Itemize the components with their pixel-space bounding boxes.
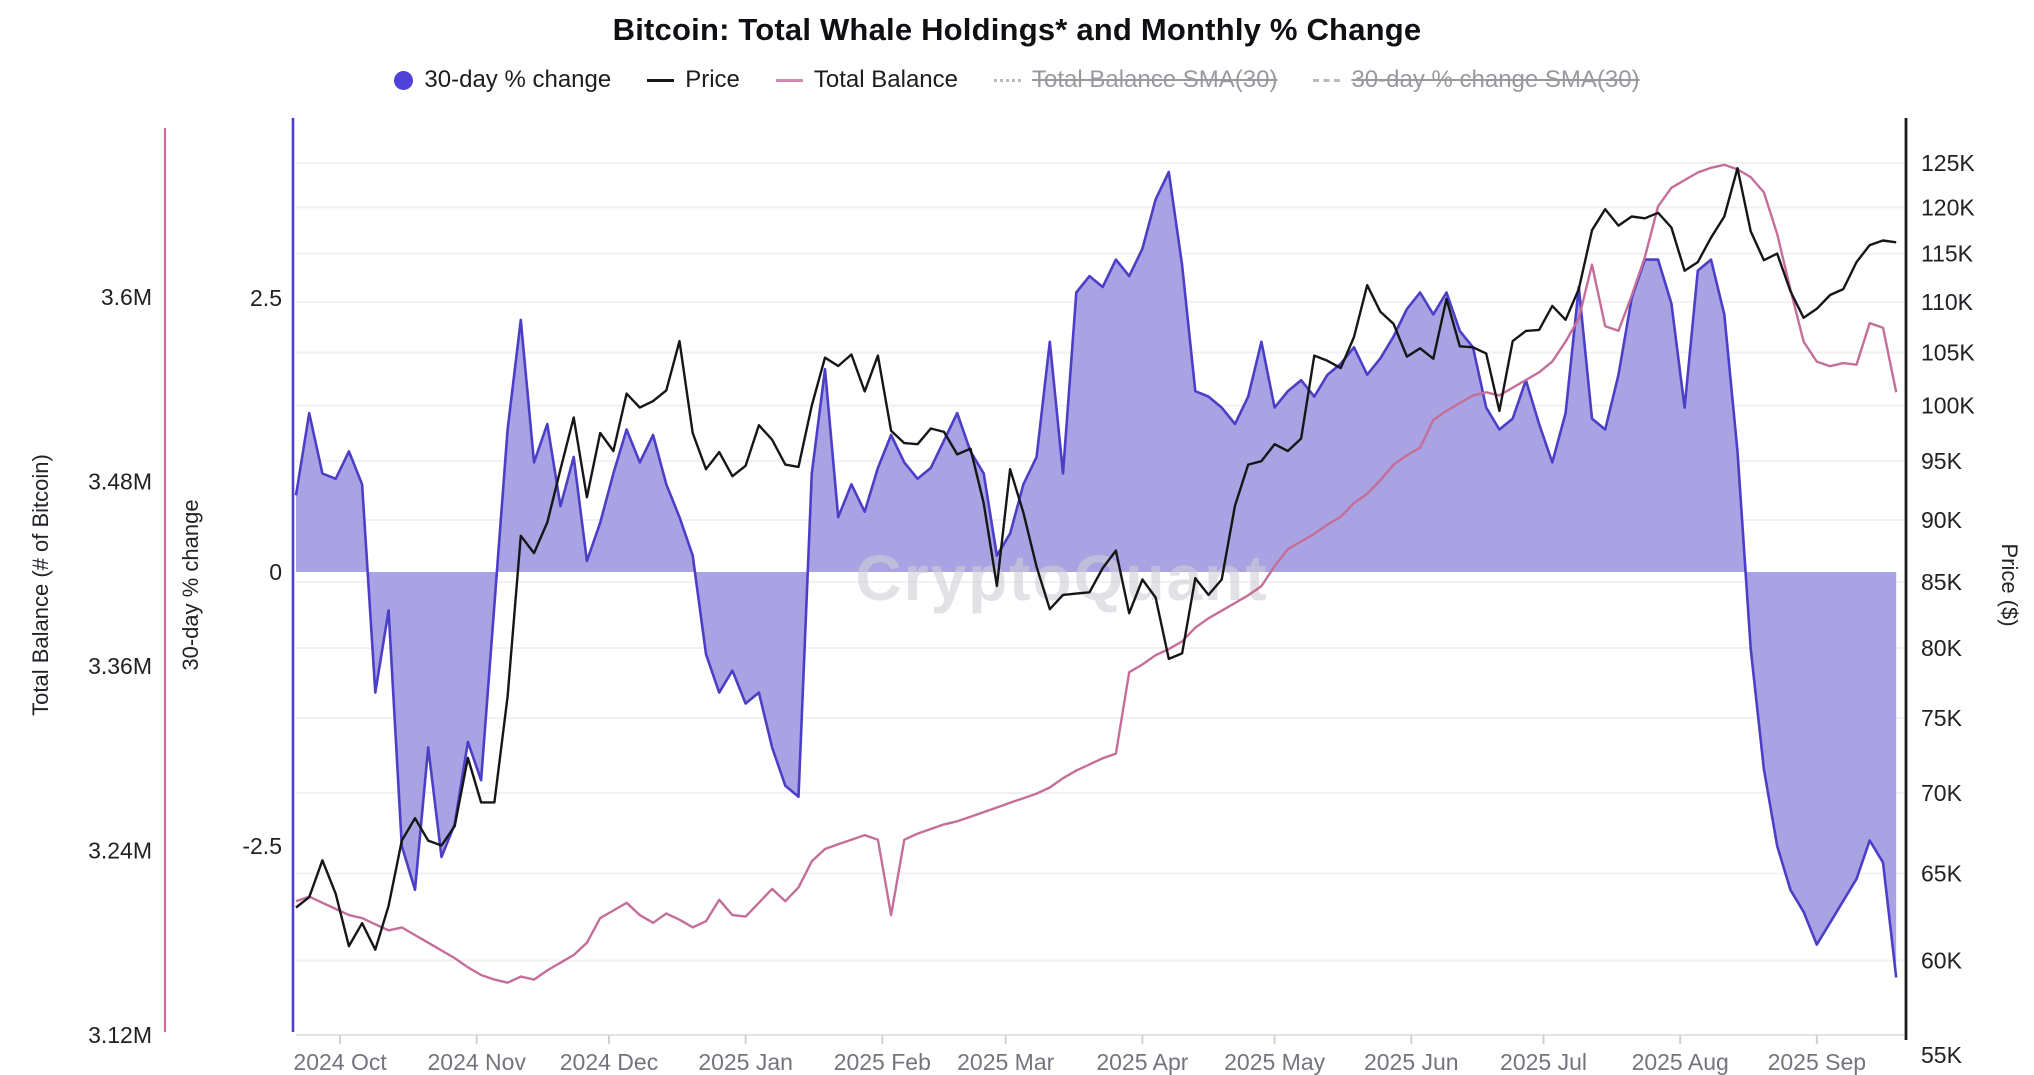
legend-label: 30-day % change [424,66,612,93]
legend-line-swatch-icon [1313,78,1341,82]
legend-item-30-day-change[interactable]: 30-day % change [394,66,611,94]
price-tick-label: 60K [1921,948,1963,974]
legend-line-swatch-icon [775,78,803,82]
price-tick-label: 80K [1921,635,1963,661]
price-line [295,167,1897,951]
x-tick-label: 2025 Apr [1096,1049,1188,1075]
legend-label: Price [685,66,740,93]
balance-tick-label: 3.36M [88,653,152,679]
price-tick-label: 120K [1921,194,1975,220]
legend-line-swatch-icon [993,78,1021,82]
balance-tick-label: 3.12M [88,1022,152,1048]
legend-dot-swatch-icon [394,70,414,90]
x-tick-label: 2024 Oct [293,1049,387,1075]
price-tick-label: 110K [1921,289,1974,315]
legend-line-swatch-icon [647,78,675,82]
balance-tick-label: 3.48M [88,469,152,495]
x-tick-label: 2024 Nov [428,1049,527,1075]
price-tick-label: 90K [1921,507,1963,533]
pct-tick-label: -2.5 [242,833,282,859]
x-tick-label: 2024 Dec [560,1049,658,1075]
price-tick-label: 95K [1921,448,1963,474]
pct-tick-label: 2.5 [250,285,282,311]
x-tick-label: 2025 Sep [1768,1049,1866,1075]
x-tick-label: 2025 May [1224,1049,1326,1075]
x-tick-label: 2025 Mar [957,1049,1055,1075]
pct-change-area [296,172,1897,978]
legend-label: Total Balance [813,66,958,93]
balance-tick-label: 3.24M [88,838,152,864]
plot-area[interactable] [296,128,1905,1035]
total-balance-line [295,163,1898,984]
price-tick-label: 55K [1921,1042,1963,1068]
pct-change-line [294,170,1898,978]
legend-item-total-balance[interactable]: Total Balance [775,66,958,94]
legend-item-total-balance-sma-30-[interactable]: Total Balance SMA(30) [993,66,1278,94]
legend: 30-day % change Price Total Balance Total B… [0,66,2034,94]
price-tick-label: 70K [1921,780,1963,806]
price-tick-label: 105K [1921,339,1975,365]
price-tick-label: 115K [1921,241,1974,267]
price-tick-label: 100K [1921,392,1975,418]
balance-axis-title: Total Balance (# of Bitcoin) [28,454,53,716]
legend-item-30-day-change-sma-30-[interactable]: 30-day % change SMA(30) [1313,66,1640,94]
pct-tick-label: 0 [269,559,282,585]
price-tick-label: 65K [1921,861,1963,887]
legend-item-price[interactable]: Price [647,66,740,94]
balance-tick-label: 3.6M [101,284,152,310]
price-tick-label: 125K [1921,150,1975,176]
price-tick-label: 85K [1921,569,1963,595]
price-axis-title: Price ($) [1997,543,2022,626]
x-tick-label: 2025 Feb [834,1049,931,1075]
x-tick-label: 2025 Aug [1632,1049,1729,1075]
legend-label: Total Balance SMA(30) [1031,66,1278,93]
pct-axis-title: 30-day % change [178,499,203,670]
page-title: Bitcoin: Total Whale Holdings* and Month… [612,12,1422,47]
legend-label: 30-day % change SMA(30) [1351,66,1640,93]
x-tick-label: 2025 Jun [1364,1049,1459,1075]
watermark: CryptoQuant [855,542,1268,614]
x-tick-label: 2025 Jan [698,1049,793,1075]
x-tick-label: 2025 Jul [1500,1049,1587,1075]
price-tick-label: 75K [1921,705,1963,731]
